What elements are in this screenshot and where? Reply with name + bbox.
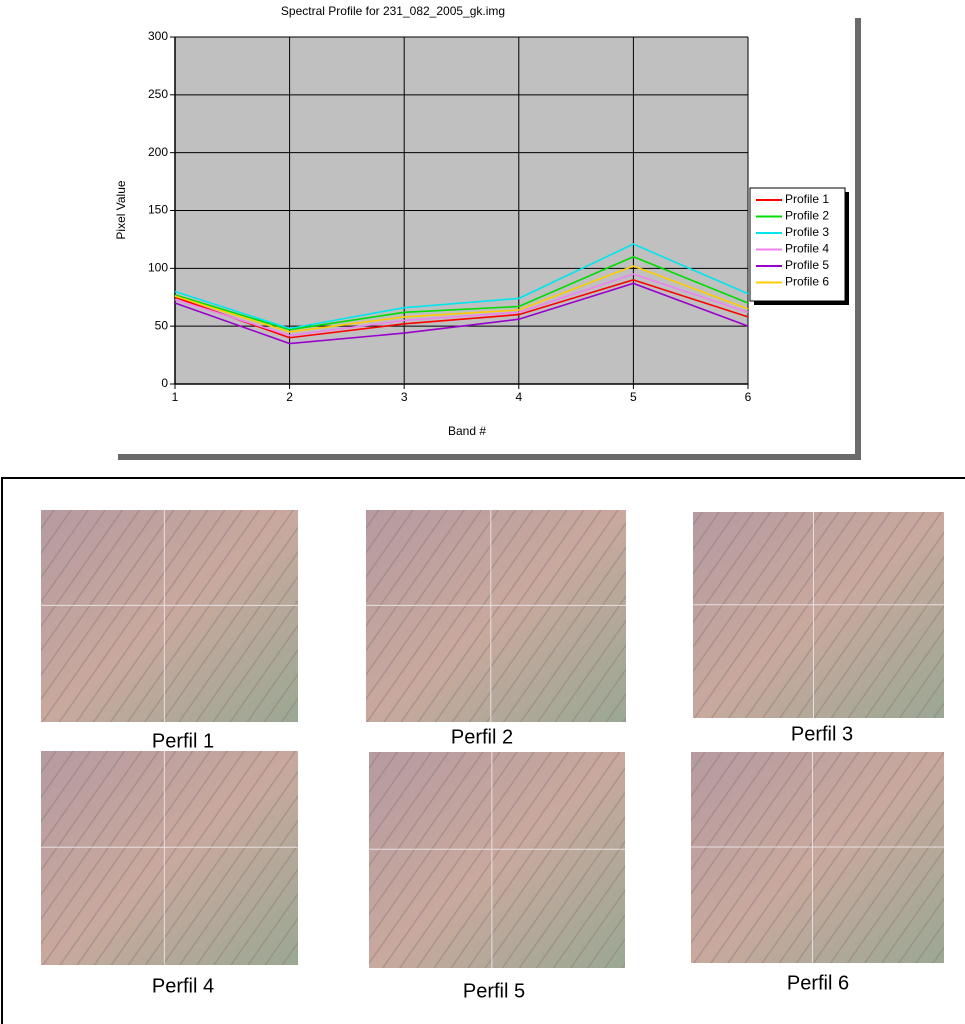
x-tick-label: 5: [630, 390, 637, 404]
legend-label: Profile 5: [785, 258, 829, 272]
y-tick-label: 300: [148, 29, 168, 43]
legend-label: Profile 1: [785, 192, 829, 206]
y-tick-label: 250: [148, 87, 168, 101]
frame-shadow: [855, 18, 861, 460]
image-caption: Perfil 4: [152, 975, 214, 997]
dune-texture: [41, 510, 298, 722]
x-tick-label: 2: [286, 390, 293, 404]
legend-label: Profile 4: [785, 242, 829, 256]
chart-title: Spectral Profile for 231_082_2005_gk.img: [281, 4, 505, 18]
dune-texture: [693, 512, 944, 718]
series-line: [174, 243, 749, 330]
image-caption: Perfil 3: [791, 723, 853, 745]
y-axis-label: Pixel Value: [114, 180, 128, 239]
legend-label: Profile 2: [785, 209, 829, 223]
image-caption: Perfil 5: [463, 980, 525, 1002]
image-caption: Perfil 6: [787, 972, 849, 994]
series-line: [174, 279, 749, 339]
x-tick-label: 6: [745, 390, 752, 404]
image-caption: Perfil 1: [152, 730, 214, 752]
x-tick-label: 1: [172, 390, 179, 404]
frame-shadow: [118, 454, 861, 460]
legend-label: Profile 3: [785, 225, 829, 239]
x-axis-label: Band #: [448, 424, 486, 438]
y-tick-label: 150: [148, 203, 168, 217]
image-caption: Perfil 2: [451, 726, 513, 748]
dune-texture: [41, 751, 298, 965]
series-line: [174, 255, 749, 331]
y-tick-label: 100: [148, 261, 168, 275]
y-tick-label: 50: [155, 318, 169, 332]
dune-texture: [369, 752, 625, 968]
dune-texture: [366, 510, 626, 722]
y-tick-label: 0: [161, 376, 168, 390]
legend-label: Profile 6: [785, 275, 829, 289]
series-line: [174, 282, 749, 345]
x-tick-label: 3: [401, 390, 408, 404]
x-tick-label: 4: [515, 390, 522, 404]
y-tick-label: 200: [148, 145, 168, 159]
image-panel: [1, 477, 965, 1024]
dune-texture: [691, 752, 944, 963]
series-line: [174, 273, 749, 337]
series-line: [174, 265, 749, 333]
